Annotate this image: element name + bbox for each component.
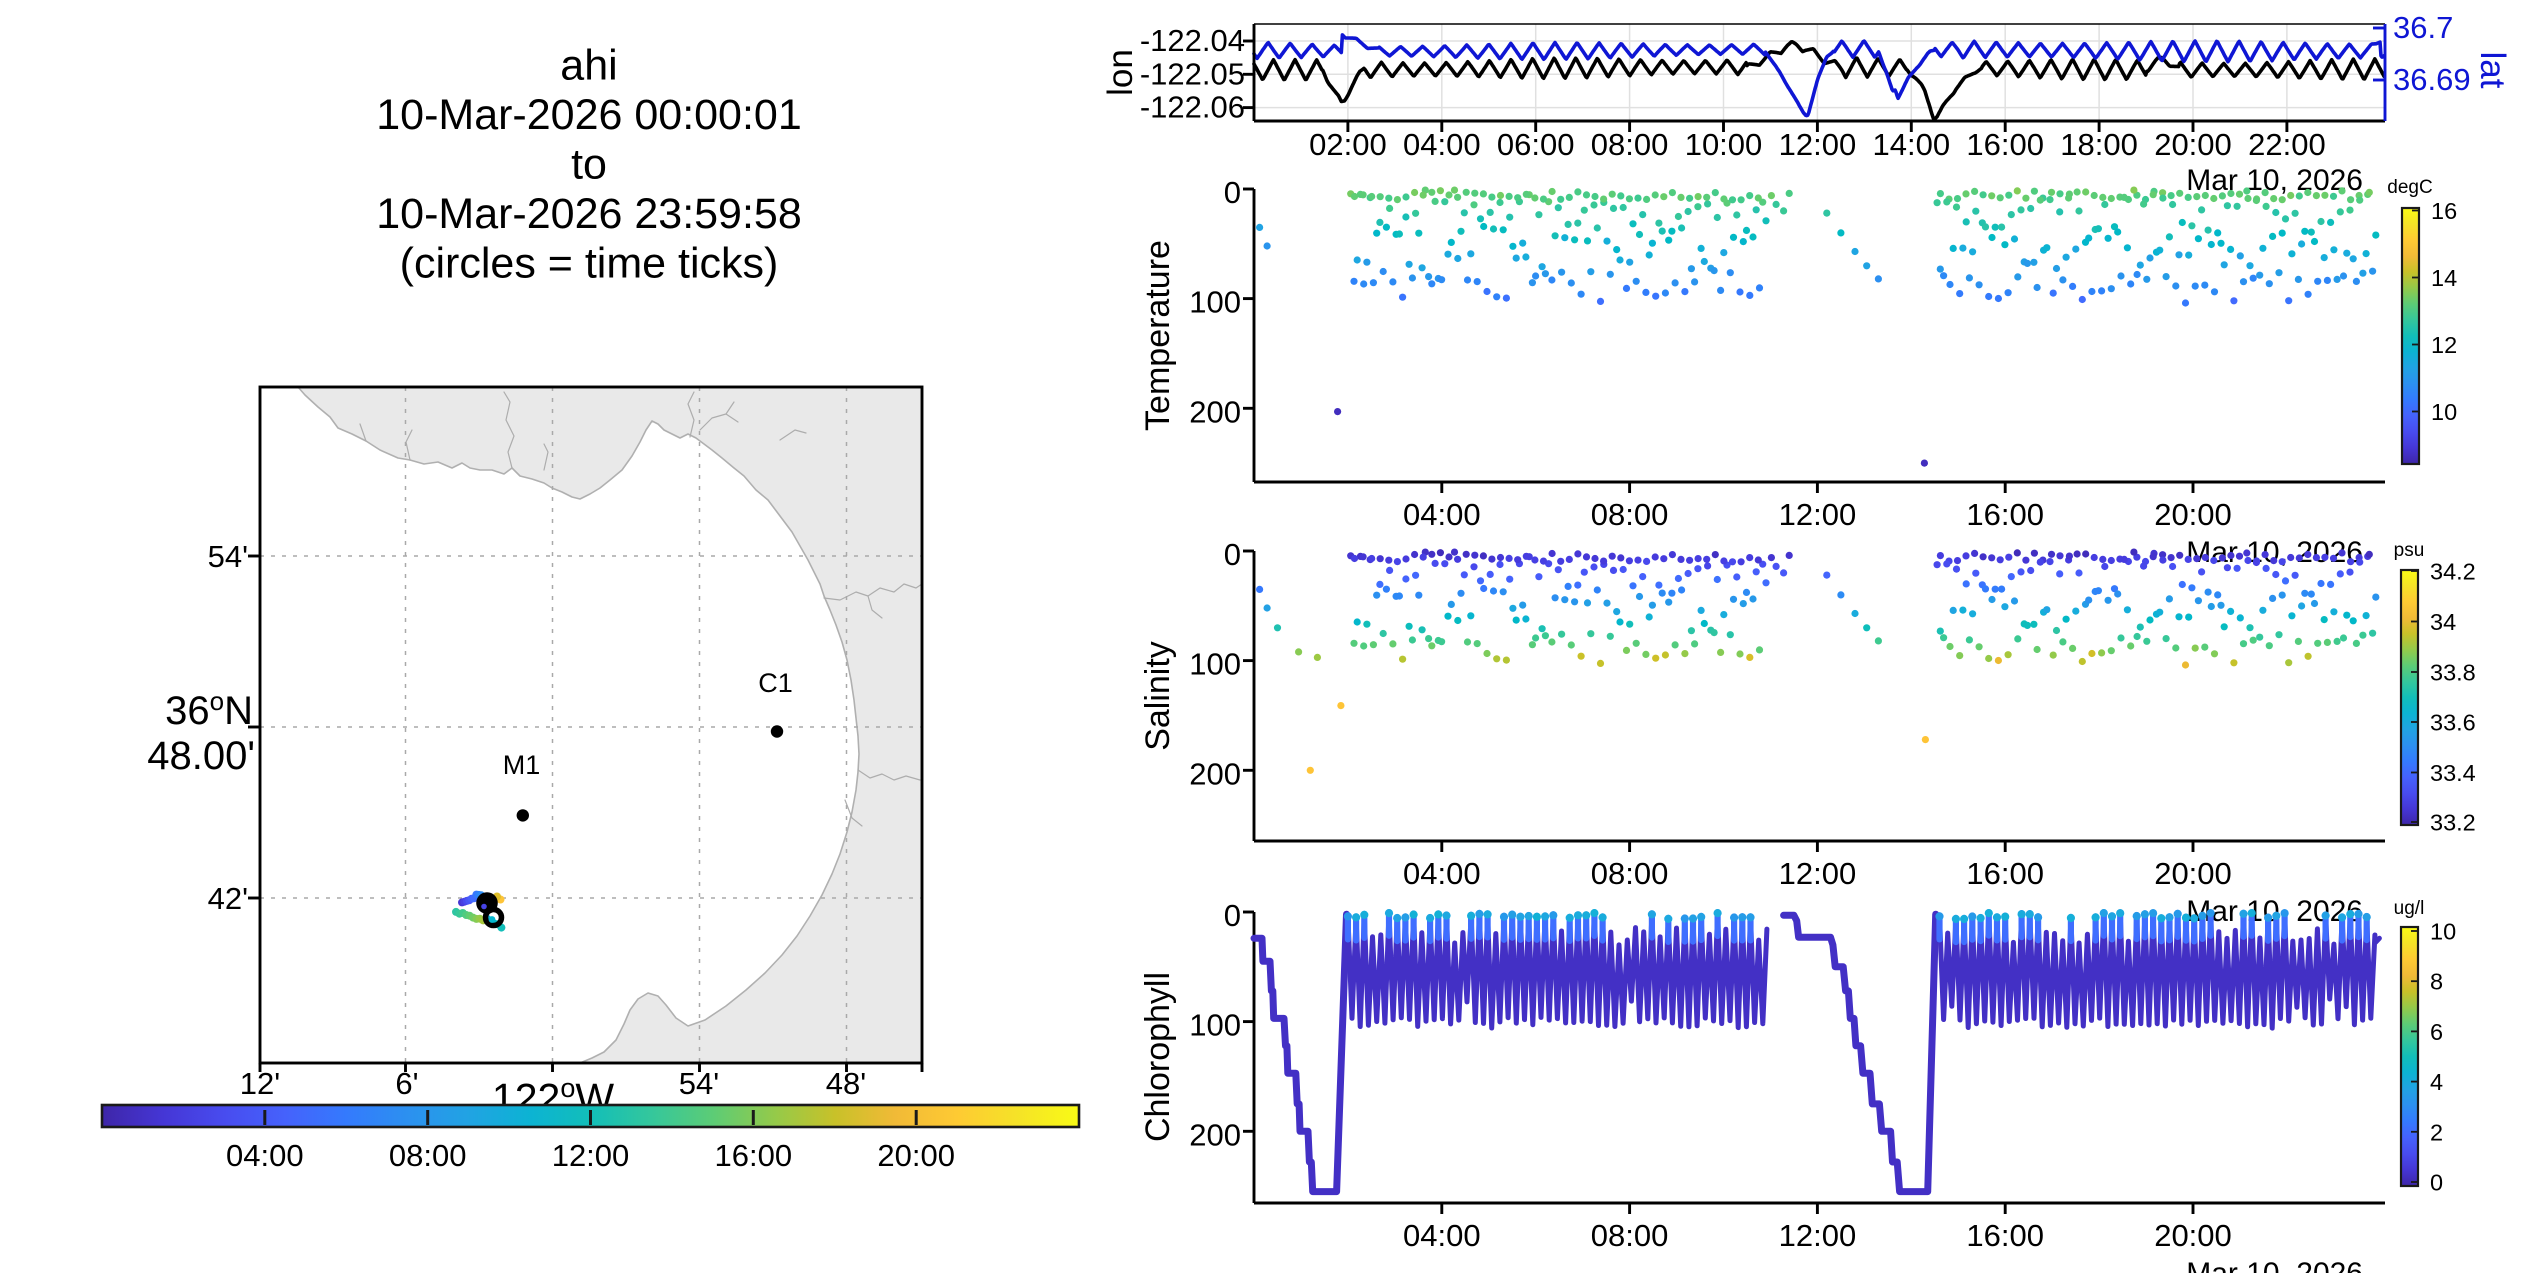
svg-text:6': 6' <box>395 1066 418 1101</box>
svg-text:6: 6 <box>2430 1019 2443 1045</box>
svg-text:33.8: 33.8 <box>2430 660 2476 686</box>
svg-text:10-Mar-2026 23:59:58: 10-Mar-2026 23:59:58 <box>376 190 802 238</box>
svg-text:54': 54' <box>208 539 248 574</box>
svg-text:04:00: 04:00 <box>1403 1218 1481 1253</box>
svg-text:-122.05: -122.05 <box>1140 56 1245 91</box>
svg-text:Salinity: Salinity <box>1139 641 1177 751</box>
svg-text:20:00: 20:00 <box>877 1138 955 1173</box>
svg-text:12:00: 12:00 <box>1779 127 1857 162</box>
svg-text:33.6: 33.6 <box>2430 710 2476 736</box>
svg-text:10: 10 <box>2430 919 2456 945</box>
svg-text:34: 34 <box>2430 609 2456 635</box>
svg-text:0: 0 <box>1224 898 1241 933</box>
svg-text:8: 8 <box>2430 969 2443 995</box>
svg-text:10:00: 10:00 <box>1685 127 1763 162</box>
svg-text:08:00: 08:00 <box>1591 1218 1669 1253</box>
svg-text:lat: lat <box>2473 52 2512 89</box>
svg-text:2: 2 <box>2430 1119 2443 1145</box>
svg-text:200: 200 <box>1189 756 1241 791</box>
svg-text:to: to <box>571 141 607 189</box>
svg-text:12: 12 <box>2431 332 2457 358</box>
svg-text:04:00: 04:00 <box>1403 856 1481 891</box>
svg-text:Chlorophyll: Chlorophyll <box>1139 972 1177 1142</box>
svg-text:20:00: 20:00 <box>2154 1218 2232 1253</box>
svg-text:48': 48' <box>826 1066 866 1101</box>
svg-text:08:00: 08:00 <box>389 1138 467 1173</box>
svg-text:12:00: 12:00 <box>552 1138 630 1173</box>
svg-text:16:00: 16:00 <box>1966 856 2044 891</box>
svg-text:0: 0 <box>1224 175 1241 210</box>
svg-text:-122.04: -122.04 <box>1140 23 1245 58</box>
svg-text:08:00: 08:00 <box>1591 856 1669 891</box>
svg-text:10-Mar-2026 00:00:01: 10-Mar-2026 00:00:01 <box>376 91 802 139</box>
svg-text:degC: degC <box>2387 177 2432 198</box>
svg-text:33.4: 33.4 <box>2430 760 2476 786</box>
svg-text:02:00: 02:00 <box>1309 127 1387 162</box>
svg-text:100: 100 <box>1189 285 1241 320</box>
svg-text:48.00': 48.00' <box>147 734 255 778</box>
svg-text:20:00: 20:00 <box>2154 497 2232 532</box>
svg-text:22:00: 22:00 <box>2248 127 2326 162</box>
svg-text:ug/l: ug/l <box>2394 898 2425 919</box>
svg-text:54': 54' <box>679 1066 719 1101</box>
svg-text:36.7: 36.7 <box>2393 10 2453 45</box>
svg-text:16:00: 16:00 <box>1966 127 2044 162</box>
svg-text:20:00: 20:00 <box>2154 856 2232 891</box>
svg-text:36oN: 36oN <box>165 686 253 733</box>
svg-text:08:00: 08:00 <box>1591 127 1669 162</box>
svg-text:100: 100 <box>1189 647 1241 682</box>
svg-text:lon: lon <box>1101 49 1140 96</box>
svg-text:0: 0 <box>1224 537 1241 572</box>
svg-text:200: 200 <box>1189 394 1241 429</box>
svg-text:16:00: 16:00 <box>715 1138 793 1173</box>
svg-text:33.2: 33.2 <box>2430 810 2476 836</box>
svg-text:14:00: 14:00 <box>1873 127 1951 162</box>
svg-text:ahi: ahi <box>560 42 617 90</box>
svg-text:12:00: 12:00 <box>1779 856 1857 891</box>
svg-text:04:00: 04:00 <box>226 1138 304 1173</box>
svg-text:12:00: 12:00 <box>1779 497 1857 532</box>
svg-text:08:00: 08:00 <box>1591 497 1669 532</box>
svg-text:06:00: 06:00 <box>1497 127 1575 162</box>
svg-text:Mar 10, 2026: Mar 10, 2026 <box>2186 1257 2363 1273</box>
svg-text:10: 10 <box>2431 399 2457 425</box>
svg-text:100: 100 <box>1189 1008 1241 1043</box>
svg-text:18:00: 18:00 <box>2060 127 2138 162</box>
svg-text:12': 12' <box>240 1066 280 1101</box>
svg-text:04:00: 04:00 <box>1403 127 1481 162</box>
svg-text:M1: M1 <box>503 750 541 780</box>
svg-text:Temperature: Temperature <box>1139 240 1177 431</box>
svg-text:16: 16 <box>2431 198 2457 224</box>
svg-text:20:00: 20:00 <box>2154 127 2232 162</box>
svg-text:C1: C1 <box>758 668 793 698</box>
svg-text:(circles = time ticks): (circles = time ticks) <box>400 240 779 288</box>
svg-text:34.2: 34.2 <box>2430 559 2476 585</box>
svg-text:16:00: 16:00 <box>1966 1218 2044 1253</box>
svg-text:Mar 10, 2026: Mar 10, 2026 <box>2186 164 2363 197</box>
svg-text:psu: psu <box>2394 540 2425 561</box>
svg-text:42': 42' <box>208 881 248 916</box>
svg-text:12:00: 12:00 <box>1779 1218 1857 1253</box>
svg-text:-122.06: -122.06 <box>1140 90 1245 125</box>
svg-text:04:00: 04:00 <box>1403 497 1481 532</box>
svg-text:0: 0 <box>2430 1170 2443 1196</box>
svg-text:4: 4 <box>2430 1069 2443 1095</box>
svg-text:200: 200 <box>1189 1117 1241 1152</box>
svg-text:36.69: 36.69 <box>2393 62 2471 97</box>
svg-text:14: 14 <box>2431 265 2457 291</box>
svg-text:16:00: 16:00 <box>1966 497 2044 532</box>
